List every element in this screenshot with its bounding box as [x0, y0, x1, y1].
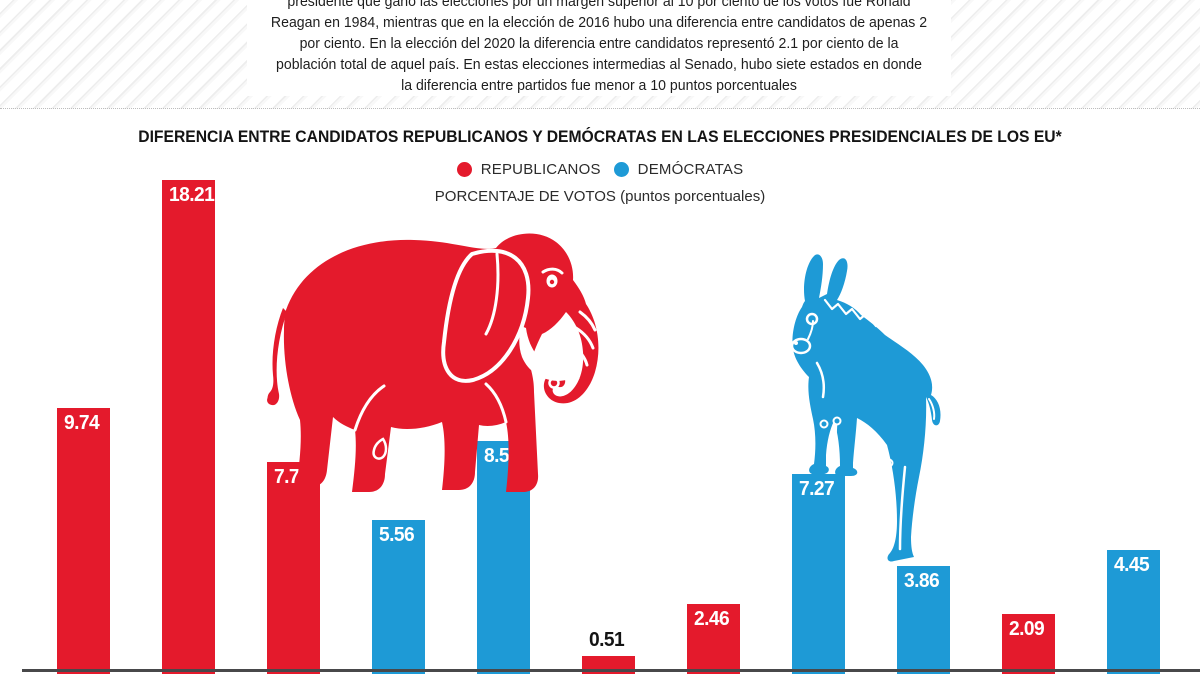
legend-item-republicanos: REPUBLICANOS — [456, 160, 601, 178]
bar-value-label: 18.21 — [169, 184, 215, 207]
bar-value-label: 9.74 — [64, 411, 100, 434]
bar-republicanos-2.46: 2.46 — [687, 603, 740, 674]
elephant-tusk — [519, 326, 570, 381]
donkey-nostril — [794, 341, 798, 345]
intro-paragraph: presidente que ganó las elecciones por u… — [249, 0, 948, 96]
intro-line: por ciento. En la elección del 2020 la d… — [299, 35, 899, 52]
x-axis-line — [22, 669, 1200, 672]
intro-line: presidente que ganó las elecciones por u… — [287, 0, 911, 10]
legend-item-democratas: DEMÓCRATAS — [613, 160, 744, 178]
bar-republicanos-9.74: 9.74 — [57, 407, 110, 674]
democrat-dot-icon — [613, 161, 629, 177]
bar-demócratas-4.45: 4.45 — [1107, 550, 1160, 674]
intro-line: Reagan en 1984, mientras que en la elecc… — [270, 14, 928, 31]
chart-title: DIFERENCIA ENTRE CANDIDATOS REPUBLICANOS… — [138, 128, 1062, 146]
intro-line: la diferencia entre partidos fue menor a… — [401, 77, 797, 94]
bar-value-label: 4.45 — [1114, 554, 1150, 577]
bar-demócratas-3.86: 3.86 — [897, 566, 950, 674]
legend-label: REPUBLICANOS — [480, 160, 601, 178]
intro-line: población total de aquel país. En estas … — [276, 56, 922, 73]
legend-label: DEMÓCRATAS — [637, 160, 744, 178]
bar-value-label: 2.09 — [1009, 617, 1045, 640]
republican-dot-icon — [456, 161, 472, 177]
donkey-democrat-icon — [790, 254, 941, 562]
bar-value-label: 7.27 — [799, 478, 835, 501]
header-striped-band — [0, 0, 1200, 109]
bar-republicanos-18.21: 18.21 — [162, 180, 215, 674]
donkey-eye — [805, 312, 819, 326]
intro-text-background — [247, 0, 951, 96]
bar-republicanos-2.09: 2.09 — [1002, 613, 1055, 674]
chart-subtitle: PORCENTAJE DE VOTOS (puntos porcentuales… — [434, 188, 766, 205]
bar-value-label: 0.51 — [589, 629, 625, 652]
bar-value-label: 3.86 — [904, 570, 940, 593]
bar-value-label: 5.56 — [379, 524, 415, 547]
bar-demócratas-5.56: 5.56 — [372, 520, 425, 674]
elephant-republican-icon — [267, 233, 599, 492]
bar-value-label: 2.46 — [694, 607, 730, 630]
bar-demócratas-7.27: 7.27 — [792, 474, 845, 674]
chart-legend: REPUBLICANOS DEMÓCRATAS — [0, 160, 1200, 178]
